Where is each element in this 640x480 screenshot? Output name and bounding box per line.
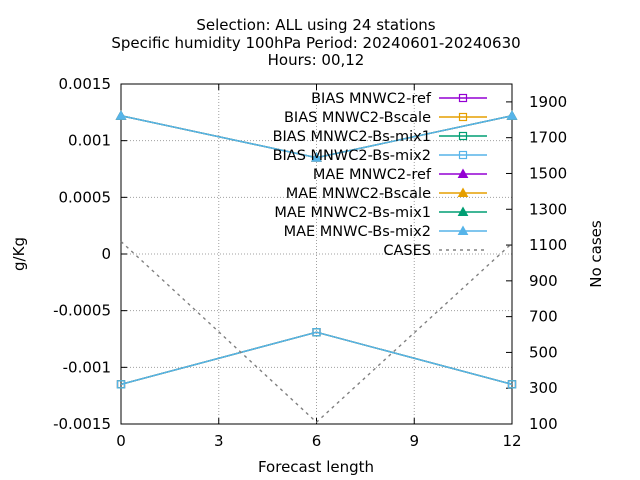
y-tick-label: 0.001: [68, 132, 111, 150]
data-point: [311, 152, 322, 162]
y-axis-label: g/Kg: [10, 237, 28, 271]
y2-tick-label: 300: [529, 379, 558, 397]
y2-tick-label: 900: [529, 272, 558, 290]
series-layer: [115, 110, 518, 424]
y-tick-label: -0.0015: [53, 415, 111, 433]
legend-marker: [457, 168, 469, 178]
x-tick-label: 0: [116, 432, 126, 450]
data-point: [506, 110, 518, 120]
y2-tick-label: 1100: [529, 236, 567, 254]
y2-tick-label: 500: [529, 343, 558, 361]
chart-title-line-3: Hours: 00,12: [268, 51, 365, 69]
x-axis-label: Forecast length: [258, 458, 374, 476]
legend-label: MAE MNWC2-ref: [313, 167, 432, 183]
y2-tick-label: 700: [529, 308, 558, 326]
axis-ticks: 0 3 6 9 12 -0.0015 -0.001 -0.0005 0 0.0005 0.001 0.…: [53, 75, 567, 450]
y2-tick-label: 1500: [529, 164, 567, 182]
series-8: [120, 240, 513, 424]
legend-label: MAE MNWC2-Bscale: [286, 186, 431, 202]
y-tick-label: 0: [101, 245, 111, 263]
legend-label: BIAS MNWC2-ref: [311, 91, 432, 107]
series-3: [116, 328, 517, 389]
legend-marker: [457, 187, 469, 197]
x-tick-label: 12: [502, 432, 521, 450]
x-tick-label: 6: [312, 432, 322, 450]
legend: BIAS MNWC2-ref BIAS MNWC2-Bscale BIAS MNWC…: [273, 91, 487, 259]
y-tick-label: -0.001: [63, 358, 111, 376]
series-line: [120, 331, 513, 386]
legend-marker: [458, 93, 468, 103]
legend-entry: MAE MNWC-Bs-mix2: [284, 224, 487, 240]
grid: [121, 84, 512, 424]
legend-label: BIAS MNWC2-Bscale: [284, 110, 431, 126]
y-tick-label: 0.0005: [59, 188, 112, 206]
legend-label: BIAS MNWC2-Bs-mix2: [273, 148, 431, 164]
legend-entry: MAE MNWC2-Bs-mix1: [274, 205, 487, 221]
data-point: [115, 110, 127, 120]
legend-marker: [458, 112, 468, 122]
data-point: [312, 328, 321, 337]
chart-title-line-2: Specific humidity 100hPa Period: 2024060…: [111, 34, 520, 52]
legend-entry: BIAS MNWC2-ref: [311, 91, 487, 107]
y2-tick-label: 1700: [529, 129, 567, 147]
legend-entry: BIAS MNWC2-Bs-mix1: [273, 129, 487, 145]
legend-entry: MAE MNWC2-Bscale: [286, 186, 487, 202]
legend-marker: [458, 150, 468, 160]
legend-label: CASES: [383, 243, 431, 259]
y2-tick-label: 1300: [529, 200, 567, 218]
series-line: [120, 331, 513, 386]
y2-tick-label: 100: [529, 415, 558, 433]
data-point: [507, 380, 517, 389]
y-tick-label: -0.0005: [53, 302, 111, 320]
series-line: [120, 331, 513, 386]
series-line: [120, 331, 513, 386]
legend-entry: BIAS MNWC2-Bs-mix2: [273, 148, 487, 164]
legend-marker: [457, 206, 469, 216]
legend-entry: MAE MNWC2-ref: [313, 167, 487, 183]
legend-marker: [457, 225, 469, 235]
y-tick-label: 0.0015: [59, 75, 112, 93]
legend-label: BIAS MNWC2-Bs-mix1: [273, 129, 431, 145]
y2-axis-label: No cases: [587, 220, 605, 288]
data-point: [116, 380, 126, 389]
legend-label: MAE MNWC-Bs-mix2: [284, 224, 431, 240]
legend-label: MAE MNWC2-Bs-mix1: [274, 205, 431, 221]
chart-title: Selection: ALL using 24 stations Specifi…: [111, 16, 520, 69]
series-7: [115, 110, 518, 162]
y2-tick-label: 1900: [529, 93, 567, 111]
legend-entry: BIAS MNWC2-Bscale: [284, 110, 487, 126]
series-line: [120, 240, 513, 424]
x-tick-label: 3: [214, 432, 224, 450]
chart-title-line-1: Selection: ALL using 24 stations: [196, 16, 435, 34]
legend-marker: [458, 131, 468, 141]
x-tick-label: 9: [409, 432, 419, 450]
legend-entry: CASES: [383, 243, 487, 259]
